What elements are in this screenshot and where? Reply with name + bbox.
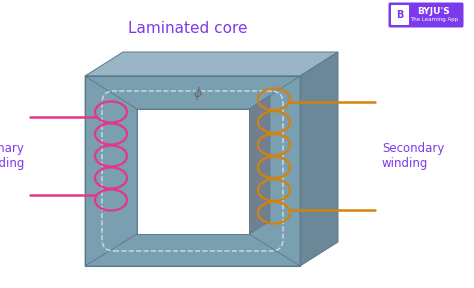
- FancyBboxPatch shape: [391, 5, 409, 25]
- Polygon shape: [300, 52, 338, 266]
- FancyBboxPatch shape: [389, 3, 464, 27]
- Polygon shape: [85, 234, 300, 266]
- Polygon shape: [85, 76, 137, 266]
- Polygon shape: [85, 76, 300, 109]
- Text: BYJU'S: BYJU'S: [418, 7, 450, 16]
- Polygon shape: [249, 76, 300, 266]
- Text: Primary
winding: Primary winding: [0, 142, 25, 170]
- Text: Secondary
winding: Secondary winding: [382, 142, 444, 170]
- Polygon shape: [137, 221, 270, 234]
- Polygon shape: [85, 76, 300, 266]
- Text: ϕ: ϕ: [193, 88, 201, 101]
- Text: B: B: [396, 10, 404, 20]
- Polygon shape: [249, 96, 270, 234]
- Polygon shape: [85, 52, 338, 76]
- Text: The Learning App: The Learning App: [410, 18, 458, 22]
- Text: Laminated core: Laminated core: [128, 21, 247, 36]
- Polygon shape: [137, 109, 249, 234]
